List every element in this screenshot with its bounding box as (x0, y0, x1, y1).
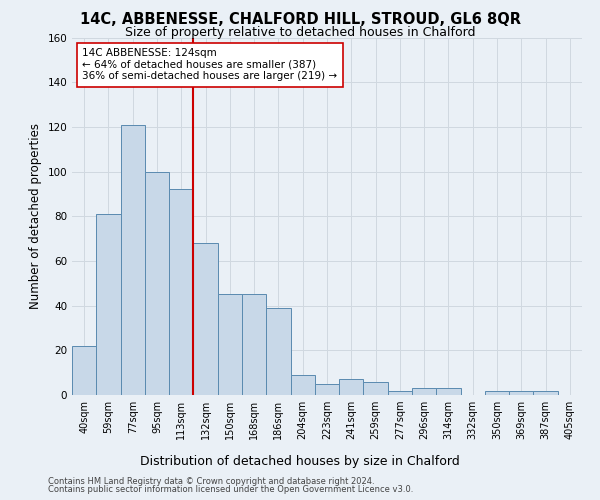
Y-axis label: Number of detached properties: Number of detached properties (29, 123, 42, 309)
Bar (509, 390, 533, 395)
Bar (485, 390, 509, 395)
Text: Contains public sector information licensed under the Open Government Licence v3: Contains public sector information licen… (48, 485, 413, 494)
Bar (533, 390, 558, 395)
Bar (290, 375, 315, 395)
Bar (266, 308, 290, 395)
Bar (315, 384, 339, 395)
Bar (218, 294, 242, 395)
Bar (436, 388, 461, 395)
Bar (388, 390, 412, 395)
Bar (121, 124, 145, 395)
Bar (169, 190, 193, 395)
Bar (193, 243, 218, 395)
Text: 14C ABBENESSE: 124sqm
← 64% of detached houses are smaller (387)
36% of semi-det: 14C ABBENESSE: 124sqm ← 64% of detached … (82, 48, 337, 82)
Bar (412, 388, 436, 395)
Bar (145, 172, 169, 395)
Bar (96, 214, 121, 395)
Text: Contains HM Land Registry data © Crown copyright and database right 2024.: Contains HM Land Registry data © Crown c… (48, 477, 374, 486)
Bar (72, 346, 96, 395)
Bar (242, 294, 266, 395)
Text: Size of property relative to detached houses in Chalford: Size of property relative to detached ho… (125, 26, 475, 39)
Text: Distribution of detached houses by size in Chalford: Distribution of detached houses by size … (140, 455, 460, 468)
Text: 14C, ABBENESSE, CHALFORD HILL, STROUD, GL6 8QR: 14C, ABBENESSE, CHALFORD HILL, STROUD, G… (79, 12, 521, 28)
Bar (339, 380, 364, 395)
Bar (364, 382, 388, 395)
